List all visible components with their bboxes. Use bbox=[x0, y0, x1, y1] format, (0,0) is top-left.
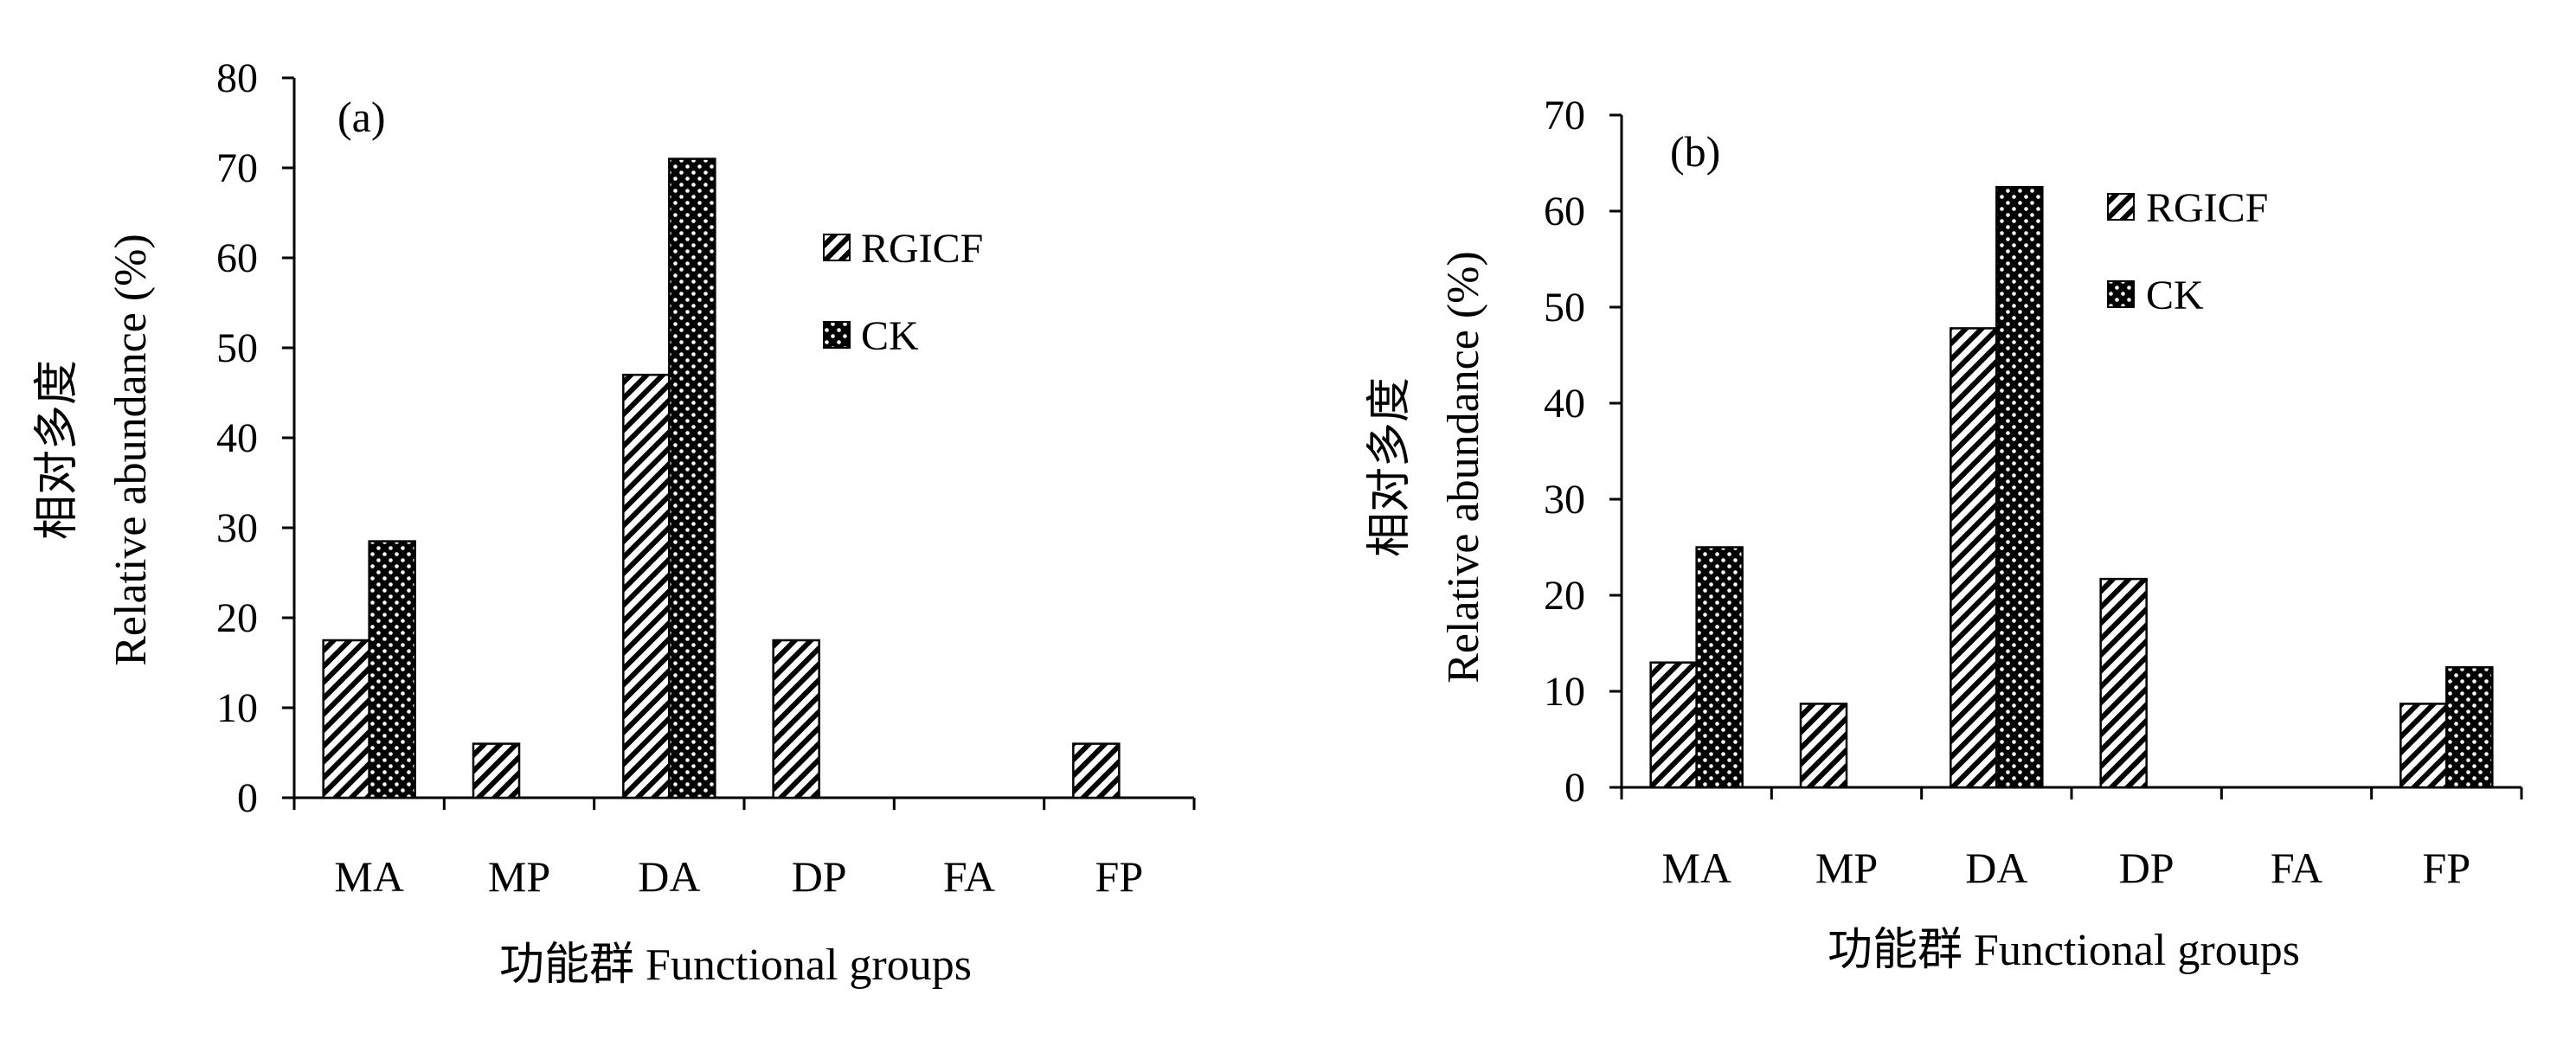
legend-swatch-rgicf bbox=[2107, 193, 2135, 221]
panel-a-y-tick-label: 40 bbox=[216, 415, 258, 461]
panel-a-category-label: DP bbox=[792, 852, 847, 901]
panel-b-bar-rgicf-da bbox=[1950, 327, 1998, 789]
legend-label-rgicf: RGICF bbox=[861, 226, 983, 272]
panel-a-y-tick-label: 0 bbox=[237, 775, 258, 821]
panel-b-y-axis-title-cn: 相对多度 bbox=[1365, 377, 1415, 557]
panel-a-category-label: DA bbox=[638, 852, 700, 901]
panel-b-legend: RGICF CK bbox=[2107, 185, 2268, 318]
panel-a-category-label: MA bbox=[334, 852, 404, 901]
panel-b-bar-rgicf-ma bbox=[1649, 661, 1698, 789]
legend-swatch-rgicf bbox=[823, 234, 851, 261]
panel-a-category-label: FA bbox=[943, 852, 995, 901]
panel-b-bar-ck-ma bbox=[1695, 546, 1744, 789]
panel-a-y-tick-label: 50 bbox=[216, 325, 258, 371]
panel-a-plot: 0 10 20 30 40 50 60 70 80 MA MP DA DP FA FP bbox=[216, 55, 1196, 901]
panel-a-legend: RGICF CK bbox=[823, 226, 983, 359]
panel-a-bar-rgicf-mp bbox=[472, 742, 521, 799]
panel-b-bar-rgicf-fp bbox=[2399, 703, 2448, 789]
panel-b-bar-rgicf-mp bbox=[1799, 703, 1848, 789]
panel-b-category-label: MP bbox=[1815, 844, 1878, 892]
panel-a-y-tick-label: 60 bbox=[216, 235, 258, 281]
panel-b-bar-rgicf-dp bbox=[2099, 577, 2148, 789]
panel-a-y-axis-title-cn: 相对多度 bbox=[33, 360, 82, 540]
panel-a-bar-rgicf-fp bbox=[1072, 742, 1121, 799]
panel-b-bar-ck-fp bbox=[2445, 666, 2494, 789]
panel-a-label: (a) bbox=[337, 93, 386, 141]
panel-b-category-label: DP bbox=[2119, 844, 2175, 892]
panel-b-y-axis-title: Relative abundance (%) bbox=[1439, 251, 1488, 684]
panel-b-y-tick-label: 0 bbox=[1564, 765, 1585, 811]
panel-a: (a) 功能群 Functional groups 相对多度 Relative … bbox=[33, 55, 1196, 990]
panel-a-category-label: FP bbox=[1095, 852, 1144, 901]
panel-a-bar-rgicf-da bbox=[622, 373, 671, 799]
panel-a-y-tick-label: 70 bbox=[216, 145, 258, 191]
panel-a-bar-ck-da bbox=[668, 157, 716, 799]
legend-label-ck: CK bbox=[2146, 273, 2204, 318]
panel-b-y-tick-label: 20 bbox=[1544, 573, 1585, 619]
panel-b-category-label: FA bbox=[2271, 844, 2322, 892]
panel-b-category-label: MA bbox=[1661, 844, 1731, 892]
panel-a-bar-rgicf-dp bbox=[772, 639, 820, 799]
panel-a-y-tick-label: 20 bbox=[216, 595, 258, 641]
panel-b-y-tick-label: 60 bbox=[1544, 189, 1585, 234]
panel-b-plot: 0 10 20 30 40 50 60 70 MA MP DA DP FA FP bbox=[1544, 93, 2523, 892]
panel-a-y-tick-label: 10 bbox=[216, 685, 258, 731]
panel-a-y-tick-label: 30 bbox=[216, 505, 258, 551]
panel-b: (b) 功能群 Functional groups 相对多度 Relative … bbox=[1365, 93, 2523, 975]
legend-label-rgicf: RGICF bbox=[2146, 185, 2268, 231]
panel-b-y-tick-label: 70 bbox=[1544, 93, 1585, 138]
panel-b-category-label: DA bbox=[1965, 844, 2027, 892]
panel-a-bar-rgicf-ma bbox=[322, 639, 370, 799]
panel-a-x-axis-title: 功能群 Functional groups bbox=[499, 940, 972, 990]
panel-b-y-tick-label: 50 bbox=[1544, 285, 1585, 331]
legend-swatch-ck bbox=[2107, 280, 2135, 308]
panel-b-y-tick-label: 40 bbox=[1544, 381, 1585, 427]
panel-a-y-tick-label: 80 bbox=[216, 55, 258, 101]
panel-a-bar-ck-ma bbox=[368, 540, 416, 799]
panel-b-category-label: FP bbox=[2423, 844, 2471, 892]
panel-b-x-axis-title: 功能群 Functional groups bbox=[1828, 926, 2300, 975]
panel-a-category-label: MP bbox=[488, 852, 550, 901]
legend-label-ck: CK bbox=[861, 313, 919, 359]
panel-b-bar-ck-da bbox=[1995, 186, 2044, 789]
panel-b-label: (b) bbox=[1670, 127, 1720, 176]
panel-a-y-axis-title: Relative abundance (%) bbox=[106, 234, 156, 666]
legend-swatch-ck bbox=[823, 321, 851, 349]
panel-b-y-tick-label: 10 bbox=[1544, 669, 1585, 715]
panel-b-y-tick-label: 30 bbox=[1544, 477, 1585, 523]
